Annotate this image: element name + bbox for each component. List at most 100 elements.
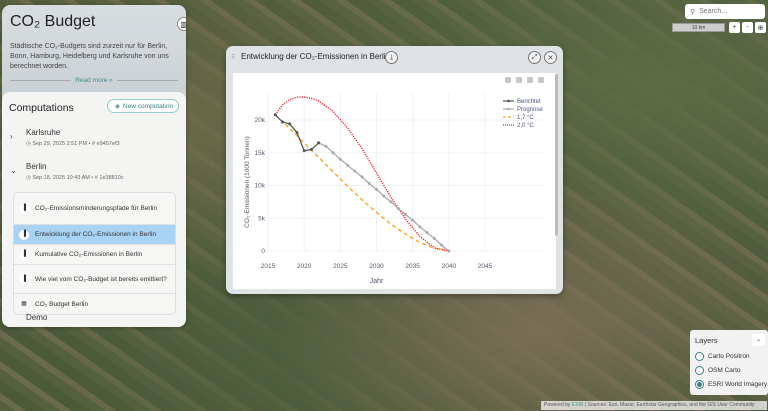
- data-point: [375, 187, 378, 191]
- computations-section: Computations ◈ New computation › Karlsruh…: [2, 92, 186, 327]
- result-item[interactable]: ▦ CO₂ Budget Berlin: [14, 294, 175, 314]
- result-item[interactable]: ▐ Kumulative CO₂-Emissionen in Berlin: [14, 245, 175, 265]
- y-tick-label: 15k: [255, 150, 266, 157]
- bar-chart-icon: ▐: [19, 249, 29, 260]
- chart-modal: ⠿ Entwicklung der CO₂-Emissionen in Berl…: [226, 46, 563, 294]
- legend-marker: [507, 107, 510, 111]
- y-axis-title: CO₂-Emissionen (1000 Tonnen): [244, 136, 251, 228]
- download-icon[interactable]: ⤓: [385, 51, 398, 64]
- line-chart: 2015 2020 2025 2030 2035 2040 2045 0 5k 10k 15k 20k…: [244, 77, 545, 285]
- read-more-link[interactable]: Read more »: [75, 77, 113, 84]
- zoom-in-button[interactable]: +: [729, 22, 740, 33]
- side-panel: CO₂ Budget ▥ Städtische CO₂-Budgets sind…: [2, 5, 186, 327]
- layers-panel: Layers ⌄ Carto Positron OSM Carto ESRI W…: [690, 330, 768, 395]
- map-attribution: Powered by ESRI | Sources: Esri, Maxar, …: [541, 401, 767, 410]
- data-point: [440, 243, 444, 247]
- layers-title: Layers: [695, 336, 718, 345]
- zoom-out-button[interactable]: -: [742, 22, 753, 33]
- data-point: [432, 237, 436, 241]
- search-icon: ⚲: [690, 8, 696, 16]
- computations-title: Computations: [9, 102, 74, 114]
- data-point: [425, 231, 429, 235]
- bar-chart-icon: ▐: [19, 203, 29, 214]
- x-axis-title: Jahr: [370, 278, 384, 285]
- reset-icon: [538, 77, 544, 83]
- data-point: [302, 149, 306, 153]
- legend-label: 2,0 °C: [517, 123, 534, 129]
- layer-esri-world-imagery[interactable]: ESRI World Imagery: [695, 380, 767, 389]
- table-icon: ▦: [19, 299, 29, 309]
- x-tick-label: 2045: [478, 263, 493, 270]
- data-point: [288, 122, 292, 126]
- x-tick-label: 2040: [442, 263, 457, 270]
- result-item[interactable]: ▐ Wie viel vom CO₂-Budget ist bereits emi…: [14, 265, 175, 294]
- data-point: [309, 147, 313, 151]
- clock-icon: ◷: [26, 141, 33, 147]
- result-item-selected[interactable]: ▐ Entwicklung der CO₂-Emissionen in Berli…: [14, 225, 175, 245]
- data-point: [353, 169, 357, 173]
- plus-diamond-icon: ◈: [115, 103, 120, 110]
- drag-handle-icon[interactable]: ⠿: [231, 55, 236, 61]
- bar-chart-icon: ▐: [19, 229, 29, 240]
- data-point: [346, 163, 350, 167]
- berlin-results-list: ▐ CO₂-Emissionsminderungspfade für Berlin…: [13, 192, 176, 315]
- camera-icon: [505, 77, 511, 83]
- panel-description: Städtische CO₂-Budgets sind zurzeit nur …: [10, 43, 169, 70]
- x-tick-label: 2030: [369, 263, 384, 270]
- chevron-down-icon: ⌄: [10, 166, 17, 175]
- modal-scrollbar[interactable]: [555, 74, 558, 236]
- y-tick-label: 20k: [255, 117, 266, 124]
- data-point: [382, 194, 386, 198]
- x-tick-label: 2015: [261, 263, 276, 270]
- close-icon[interactable]: ✕: [544, 51, 557, 64]
- data-point: [396, 206, 400, 210]
- bar-chart-icon: ▐: [19, 274, 29, 284]
- x-tick-label: 2025: [333, 263, 348, 270]
- data-point: [338, 157, 342, 161]
- globe-icon[interactable]: ⊕: [755, 22, 766, 33]
- layer-carto-positron[interactable]: Carto Positron: [695, 352, 750, 361]
- legend-label: 1,7 °C: [517, 115, 534, 121]
- chevron-down-icon[interactable]: ⌄: [752, 334, 765, 346]
- data-point: [280, 120, 284, 124]
- y-tick-label: 10k: [255, 183, 266, 190]
- data-point: [411, 218, 415, 222]
- data-point: [317, 141, 321, 145]
- computation-demo[interactable]: Demo: [26, 313, 48, 322]
- read-more-row: Read more »: [10, 77, 179, 84]
- result-item[interactable]: ▐ CO₂-Emissionsminderungspfade für Berlin: [14, 193, 175, 225]
- panel-title: CO₂ Budget: [10, 13, 96, 30]
- zoom-out-icon: [527, 77, 533, 83]
- legend-marker: [507, 99, 510, 103]
- zoom-in-icon: [516, 77, 522, 83]
- y-tick-label: 5k: [258, 215, 266, 222]
- chart-area: 2015 2020 2025 2030 2035 2040 2045 0 5k 10k 15k 20k…: [233, 73, 556, 289]
- esri-link[interactable]: ESRI: [571, 402, 584, 408]
- legend-label: Berichtet: [517, 99, 541, 105]
- data-point: [389, 200, 393, 204]
- data-point: [403, 212, 407, 216]
- x-tick-label: 2020: [297, 263, 312, 270]
- data-point: [324, 144, 328, 148]
- data-point: [447, 249, 451, 253]
- data-point: [360, 175, 364, 179]
- layer-osm-carto[interactable]: OSM Carto: [695, 366, 741, 375]
- expand-icon[interactable]: ⤢: [528, 51, 541, 64]
- legend-label: Prognose: [517, 107, 543, 113]
- scale-bar: 10 km: [672, 23, 725, 32]
- data-point: [367, 182, 371, 186]
- data-point: [295, 130, 299, 134]
- clock-icon: ◷: [26, 175, 33, 181]
- toggle-sidebar-icon[interactable]: ▥: [177, 17, 186, 31]
- modal-title: Entwicklung der CO₂-Emissionen in Berlin: [241, 52, 390, 61]
- chevron-right-icon: ›: [10, 132, 13, 141]
- x-tick-label: 2035: [405, 263, 420, 270]
- map-search-input[interactable]: ⚲ Search...: [685, 4, 765, 19]
- data-point: [331, 151, 335, 155]
- new-computation-button[interactable]: ◈ New computation: [107, 99, 179, 113]
- data-point: [273, 113, 277, 117]
- y-tick-label: 0: [261, 248, 265, 255]
- series-line-20c: [274, 96, 449, 252]
- series-line-17c: [274, 114, 449, 252]
- data-point: [418, 225, 422, 229]
